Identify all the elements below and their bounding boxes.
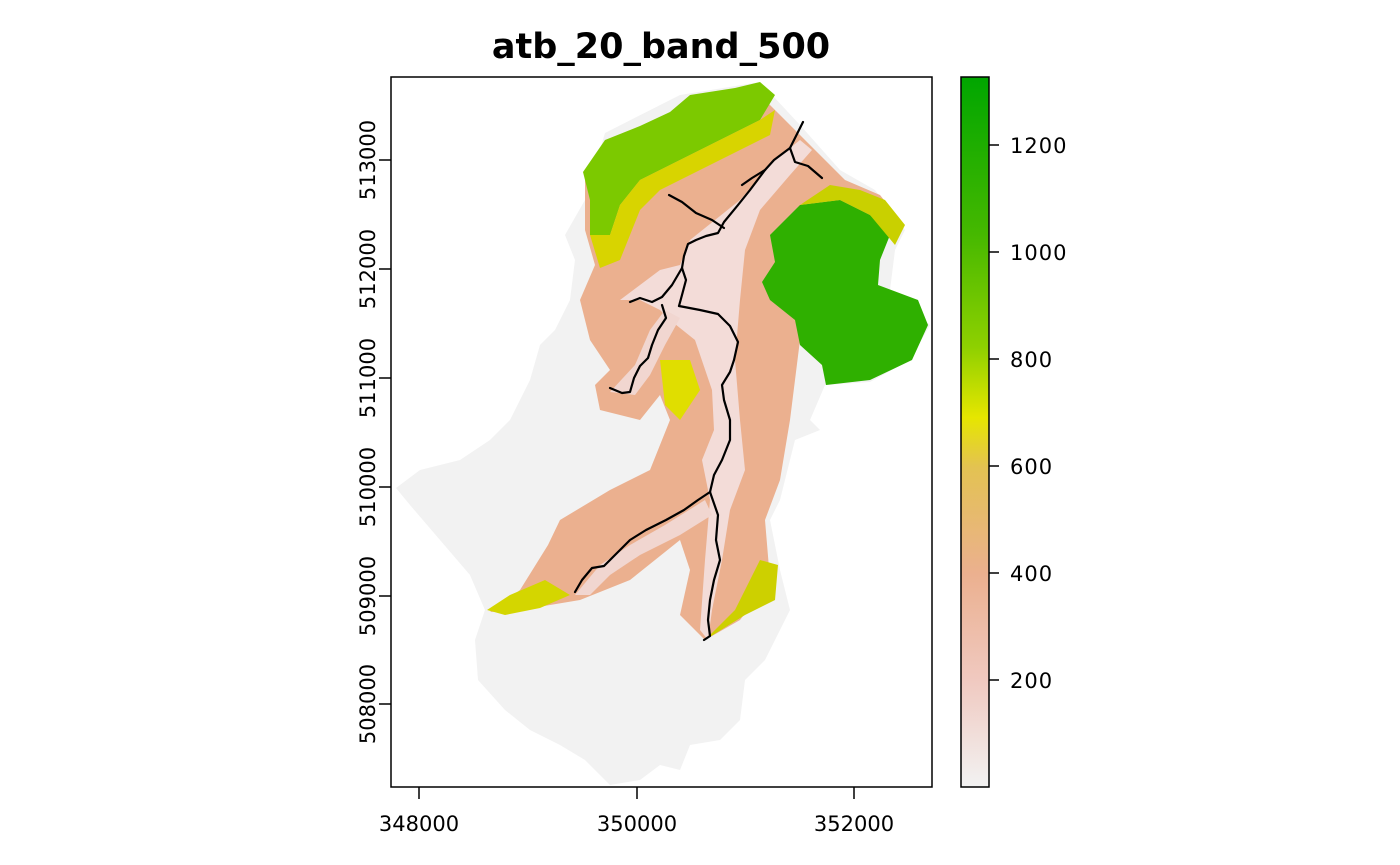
legend-colorbar: 200 400 600 800 1000 1200 <box>960 76 1067 788</box>
x-tick-label: 352000 <box>814 812 894 836</box>
river-network <box>573 120 824 642</box>
river-w-branch <box>628 266 684 304</box>
elevation-band-ridge-north-yellow <box>590 110 775 268</box>
elevation-band-valley-floor-sw <box>575 500 712 595</box>
x-axis <box>418 787 855 799</box>
elevation-band-valley-floor <box>620 140 812 640</box>
elevation-band-ridge-north <box>583 82 775 235</box>
legend-tick-label: 600 <box>1010 455 1053 479</box>
y-tick-label: 510000 <box>356 447 380 527</box>
y-tick-label: 513000 <box>356 120 380 200</box>
elevation-band-valley-floor-w <box>610 310 680 395</box>
raster-layer <box>396 82 930 785</box>
y-axis <box>379 159 391 705</box>
legend-tick-label: 800 <box>1010 348 1053 372</box>
river-main-lower <box>702 490 722 642</box>
river-w-tributary <box>608 303 668 395</box>
river-nw-branch <box>667 193 726 230</box>
river-sw-branch <box>573 490 712 594</box>
x-tick-label: 348000 <box>379 812 459 836</box>
y-tick-labels: 508000 509000 510000 511000 512000 51300… <box>356 120 380 744</box>
elevation-band-se-edge <box>705 560 778 640</box>
plot-frame <box>390 76 933 788</box>
x-tick-label: 350000 <box>597 812 677 836</box>
river-ne-branch <box>788 146 824 180</box>
river-main-middle <box>677 304 740 494</box>
y-tick-label: 512000 <box>356 229 380 309</box>
elevation-band-plateau-east <box>762 200 928 385</box>
legend-tick-label: 1000 <box>1010 241 1067 265</box>
legend-bar <box>960 76 990 788</box>
river-main-upper <box>677 120 805 308</box>
x-tick-labels: 348000 350000 352000 <box>379 812 894 836</box>
elevation-band-sw-arm <box>487 580 570 615</box>
elevation-band-mid-patch <box>660 360 700 420</box>
legend-ticks <box>989 144 999 681</box>
elevation-band-plateau-rim <box>800 185 905 245</box>
map-title: atb_20_band_500 <box>492 27 830 67</box>
legend-tick-label: 200 <box>1010 669 1053 693</box>
y-tick-label: 511000 <box>356 338 380 418</box>
y-tick-label: 508000 <box>356 664 380 744</box>
river-ne-branch-2 <box>740 168 767 187</box>
legend-tick-label: 400 <box>1010 562 1053 586</box>
legend-tick-label: 1200 <box>1010 134 1067 158</box>
y-tick-label: 509000 <box>356 556 380 636</box>
